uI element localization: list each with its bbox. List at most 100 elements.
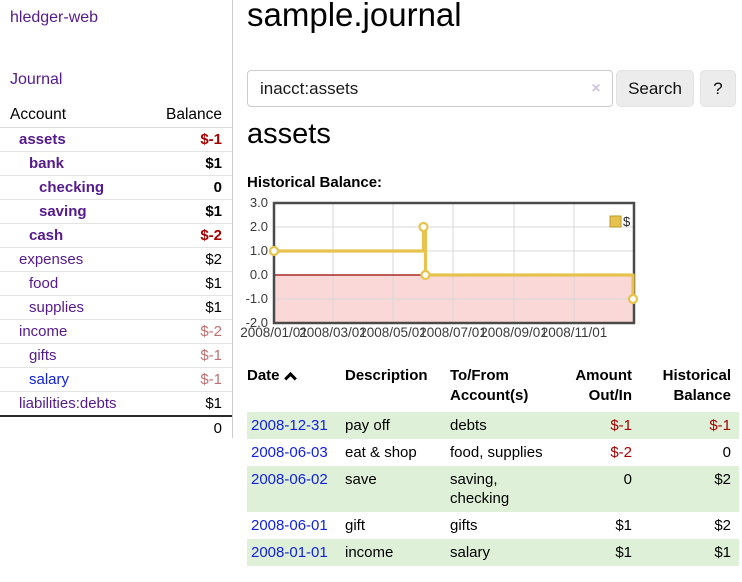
account-balance: $1 — [144, 151, 232, 176]
account-link[interactable]: salary — [29, 371, 70, 388]
account-row: salary $-1 — [0, 367, 232, 392]
accounts-total-value: 0 — [0, 415, 232, 440]
account-link[interactable]: cash — [29, 227, 64, 244]
svg-text:2008/05/01: 2008/05/01 — [359, 325, 427, 340]
page-title: sample.journal — [247, 0, 462, 33]
transaction-row: 2008-06-02 save saving, checking 0 $2 — [247, 466, 739, 512]
accounts-col-account: Account — [0, 103, 145, 128]
sidebar: hledger-web Journal Account Balance asse… — [0, 0, 233, 440]
transaction-date-link[interactable]: 2008-06-02 — [251, 471, 328, 488]
transaction-balance: $2 — [714, 517, 731, 534]
svg-text:2008/03/01: 2008/03/01 — [299, 325, 367, 340]
account-balance: $-2 — [144, 319, 232, 344]
transaction-row: 2008-06-03 eat & shop food, supplies $-2… — [247, 439, 739, 466]
account-link[interactable]: bank — [29, 155, 65, 172]
transaction-row: 2008-06-01 gift gifts $1 $2 — [247, 512, 739, 539]
account-link[interactable]: checking — [39, 179, 105, 196]
register-col-accounts: To/From Account(s) — [450, 367, 529, 404]
register-table: Date Description To/From Account(s) Amou… — [247, 364, 739, 566]
chart-svg: $3.0 2.0 1.0 0.0 -1.0 -2.02008/01/012008/03/0… — [240, 195, 639, 340]
svg-text:3.0: 3.0 — [250, 195, 268, 210]
transaction-date-link[interactable]: 2008-01-01 — [251, 544, 328, 561]
svg-text:2.0: 2.0 — [250, 219, 268, 234]
account-balance: $1 — [144, 271, 232, 296]
account-row: saving $1 — [0, 199, 232, 224]
transaction-amount: $-2 — [610, 444, 632, 461]
transaction-row: 2008-01-01 income salary $1 $1 — [247, 539, 739, 566]
svg-text:$: $ — [623, 214, 631, 229]
transaction-accounts: saving, checking — [450, 471, 510, 507]
transaction-amount: $1 — [615, 517, 632, 534]
account-link[interactable]: liabilities:debts — [19, 395, 117, 412]
account-row: cash $-2 — [0, 223, 232, 248]
account-link[interactable]: gifts — [29, 347, 57, 364]
transaction-description: eat & shop — [345, 444, 417, 461]
search-button[interactable]: Search — [616, 70, 694, 107]
app-brand-link[interactable]: hledger-web — [10, 9, 99, 26]
transaction-date-link[interactable]: 2008-06-03 — [251, 444, 328, 461]
sidebar-item-journal[interactable]: Journal — [10, 71, 63, 88]
register-col-amount: Amount Out/In — [575, 367, 632, 404]
svg-text:0.0: 0.0 — [250, 267, 268, 282]
transaction-description: gift — [345, 517, 366, 534]
chart-title: Historical Balance: — [247, 174, 383, 191]
account-balance: $1 — [144, 199, 232, 224]
account-row: food $1 — [0, 271, 232, 296]
account-link[interactable]: food — [29, 275, 59, 292]
account-link[interactable]: income — [19, 323, 68, 340]
sort-asc-icon — [283, 371, 297, 385]
register-col-description: Description — [345, 367, 428, 384]
account-row: supplies $1 — [0, 295, 232, 320]
account-row: expenses $2 — [0, 247, 232, 272]
account-row: income $-2 — [0, 319, 232, 344]
transaction-accounts: gifts — [450, 517, 478, 534]
clear-search-icon[interactable]: × — [591, 80, 601, 97]
account-link[interactable]: supplies — [29, 299, 85, 316]
svg-text:2008/09/01: 2008/09/01 — [480, 325, 548, 340]
account-row: bank $1 — [0, 151, 232, 176]
account-heading: assets — [247, 118, 331, 150]
transaction-description: pay off — [345, 417, 390, 434]
transaction-accounts: food, supplies — [450, 444, 543, 461]
transaction-date-link[interactable]: 2008-12-31 — [251, 417, 328, 434]
transaction-amount: 0 — [623, 471, 632, 488]
account-link[interactable]: saving — [39, 203, 87, 220]
transaction-amount: $1 — [615, 544, 632, 561]
account-balance: $2 — [144, 247, 232, 272]
account-balance: $-1 — [144, 367, 232, 392]
accounts-table: Account Balance assets $-1 bank $1 check… — [0, 103, 232, 440]
svg-text:2008/11/01: 2008/11/01 — [541, 325, 608, 340]
main-content: sample.journal × Search ? assets Histori… — [233, 0, 742, 582]
transaction-description: income — [345, 544, 394, 561]
svg-text:-2.0: -2.0 — [246, 315, 268, 330]
accounts-col-balance: Balance — [144, 103, 232, 128]
account-balance: $-2 — [144, 223, 232, 248]
historical-balance-chart: $3.0 2.0 1.0 0.0 -1.0 -2.0 2008/01/01 2008/03/0… — [240, 195, 643, 342]
search-input[interactable] — [247, 70, 613, 107]
accounts-total-row: 0 — [0, 415, 232, 440]
transaction-balance: $-1 — [709, 417, 731, 434]
transaction-row: 2008-12-31 pay off debts $-1 $-1 — [247, 412, 739, 439]
register-col-date[interactable]: Date — [247, 364, 345, 412]
account-link[interactable]: assets — [19, 131, 66, 148]
account-row: gifts $-1 — [0, 343, 232, 368]
svg-text:2008/07/01: 2008/07/01 — [419, 325, 487, 340]
account-row: liabilities:debts $1 — [0, 391, 232, 417]
transaction-balance: $2 — [714, 471, 731, 488]
account-balance: $-1 — [144, 127, 232, 152]
svg-text:1.0: 1.0 — [250, 243, 268, 258]
account-row: assets $-1 — [0, 127, 232, 152]
account-row: checking 0 — [0, 175, 232, 200]
account-balance: 0 — [144, 175, 232, 200]
transaction-accounts: debts — [450, 417, 487, 434]
transaction-description: save — [345, 471, 377, 488]
svg-text:2008/01/01: 2008/01/01 — [240, 325, 308, 340]
svg-text:-1.0: -1.0 — [246, 291, 268, 306]
help-button[interactable]: ? — [700, 70, 736, 107]
account-balance: $1 — [144, 295, 232, 320]
account-link[interactable]: expenses — [19, 251, 84, 268]
transaction-balance: $1 — [714, 544, 731, 561]
register-col-balance: Historical Balance — [662, 367, 731, 404]
account-balance: $1 — [144, 391, 232, 417]
transaction-date-link[interactable]: 2008-06-01 — [251, 517, 328, 534]
